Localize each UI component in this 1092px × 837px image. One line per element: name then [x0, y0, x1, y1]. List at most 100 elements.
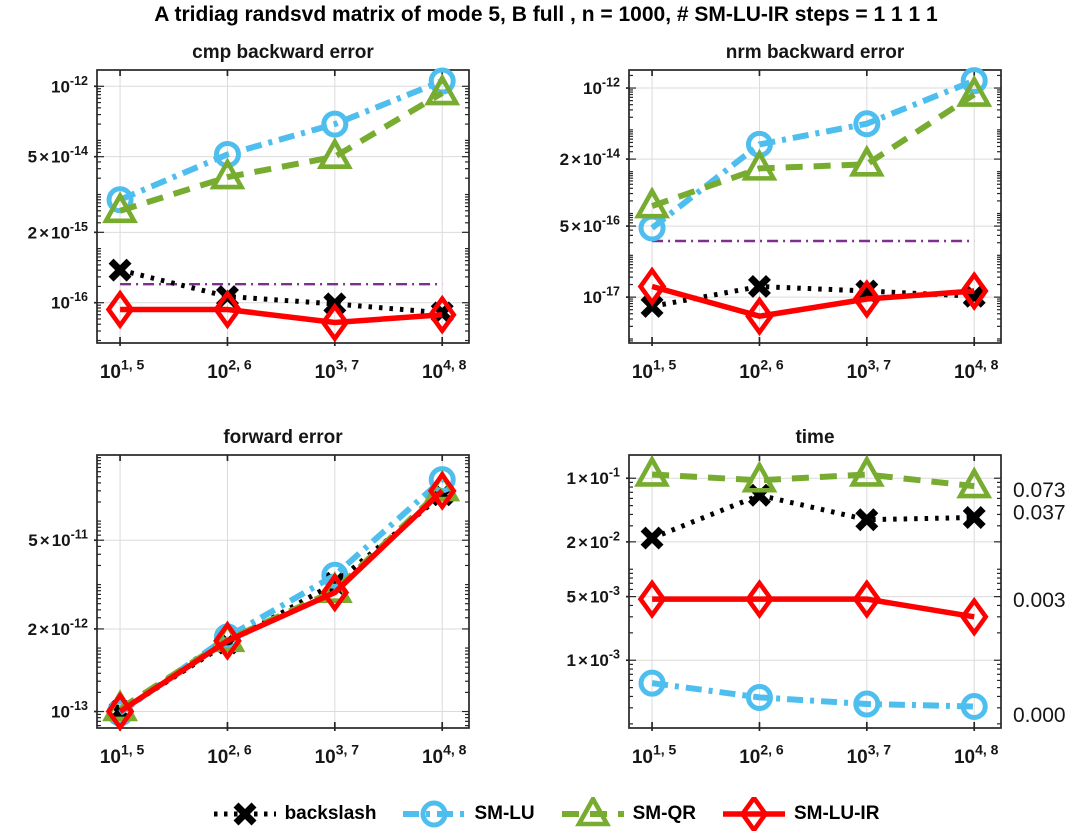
marker-circle-sm-lu: [960, 67, 988, 95]
x-tick-label: 103, 7: [847, 357, 892, 384]
series-sm-lu: [106, 67, 456, 214]
subplot-time: time 1 × 10-1 2 × 10-2 5 × 10-3 1 × 10-3 101, 5 102, 6…: [567, 427, 1066, 768]
marker-x-backslash: [747, 274, 771, 298]
series-line-sm-lu: [650, 77, 976, 231]
y-tick-label: 10-17: [583, 285, 620, 308]
marker-circle-sm-lu: [106, 186, 134, 214]
marker-triangle-sm-qr: [741, 460, 778, 493]
y-tick-label: 5 × 10-11: [28, 528, 88, 551]
series-line-sm-qr: [118, 486, 445, 712]
legend-item-sm-lu: SM-LU: [402, 797, 535, 831]
marker-circle-sm-lu: [960, 693, 988, 721]
series-sm-lu-ir: [637, 266, 989, 337]
marker-diamond-sm-lu-ir: [427, 294, 457, 335]
x-tick-label: 104, 8: [422, 742, 467, 769]
marker-triangle-sm-qr: [956, 466, 993, 499]
marker-circle-sm-lu: [853, 110, 881, 138]
legend-label: SM-LU-IR: [793, 803, 880, 824]
legend-item-sm-lu-ir: SM-LU-IR: [722, 797, 879, 831]
legend-marker-x-icon: [233, 802, 257, 826]
marker-diamond-sm-lu-ir: [105, 289, 135, 330]
marker-triangle-sm-qr: [424, 73, 461, 106]
legend: backslash SM-LU SM-QR SM-LU-IR: [0, 792, 1092, 836]
marker-diamond-sm-lu-ir: [745, 296, 774, 337]
time-annotation-sm-lu-ir: 0.003: [1013, 589, 1066, 612]
marker-circle-sm-lu: [428, 67, 456, 95]
x-tick-label: 103, 7: [315, 742, 360, 769]
grid: [629, 455, 1001, 728]
series-backslash: [640, 483, 986, 550]
series-line-sm-lu-ir: [651, 283, 975, 320]
y-tick-label: 5 × 10-16: [560, 214, 620, 237]
x-tick-label: 103, 7: [315, 357, 360, 384]
marker-triangle-sm-qr: [316, 136, 353, 169]
marker-x-backslash: [640, 294, 664, 318]
x-tick-label: 104, 8: [954, 742, 999, 769]
marker-triangle-sm-qr: [102, 191, 138, 224]
y-tick-label: 1 × 10-3: [567, 648, 620, 671]
marker-diamond-sm-lu-ir: [959, 596, 989, 637]
figure-title: A tridiag randsvd matrix of mode 5, B fu…: [154, 3, 938, 26]
series-sm-lu-ir: [637, 579, 989, 637]
subplot-cmp-backward-error: cmp backward error 10-12 5 × 10-14 2 × 10-15 10-…: [28, 42, 470, 384]
y-tick-label: 2 × 10-2: [567, 529, 620, 552]
marker-diamond-sm-lu-ir: [637, 579, 667, 620]
series-sm-qr: [102, 73, 461, 224]
marker-triangle-sm-qr: [741, 148, 778, 181]
legend-marker-diamond-icon: [739, 797, 769, 831]
legend-sample-sm-lu-ir: [722, 797, 785, 831]
series-line-sm-qr: [119, 90, 444, 214]
y-tick-label: 1 × 10-1: [567, 466, 620, 489]
series-sm-qr: [634, 454, 993, 499]
marker-circle-sm-lu: [321, 110, 349, 138]
tick-marks: [626, 455, 1001, 731]
marker-circle-sm-lu: [638, 669, 666, 697]
marker-diamond-sm-lu-ir: [852, 279, 882, 319]
x-tick-label: 102, 6: [207, 357, 252, 384]
y-tick-label: 2 × 10-12: [28, 616, 88, 639]
time-annotation-sm-lu: 0.000: [1013, 704, 1066, 727]
series-sm-lu: [638, 67, 988, 242]
x-tick-label: 102, 6: [739, 357, 784, 384]
y-tick-label: 2 × 10-15: [28, 220, 88, 243]
y-tick-label: 2 × 10-14: [560, 147, 620, 170]
series-line-sm-lu: [118, 78, 444, 203]
x-tick-label: 104, 8: [954, 357, 999, 384]
plots-svg: cmp backward error 10-12 5 × 10-14 2 × 10-15 10-…: [28, 42, 1066, 769]
marker-x-backslash: [640, 526, 664, 550]
series-line-sm-qr: [651, 91, 976, 209]
marker-circle-sm-lu: [853, 690, 881, 718]
subplot-title: forward error: [223, 427, 343, 448]
grid: [97, 455, 469, 728]
series-sm-lu-ir: [105, 470, 457, 732]
subplot-title: cmp backward error: [192, 42, 374, 63]
axes-box: [628, 454, 1002, 729]
marker-diamond-sm-lu-ir: [320, 302, 350, 343]
series-sm-lu-ir: [105, 289, 457, 343]
x-tick-label: 103, 7: [847, 742, 892, 769]
series-line-sm-qr: [651, 471, 975, 490]
marker-circle-sm-lu: [745, 683, 773, 711]
marker-x-backslash: [962, 506, 986, 529]
marker-diamond-sm-lu-ir: [213, 620, 242, 661]
legend-sample-backslash: [213, 802, 276, 826]
legend-marker-triangle-icon: [574, 797, 611, 827]
legend-item-backslash: backslash: [213, 797, 376, 831]
x-tick-label: 101, 5: [100, 742, 145, 769]
marker-diamond-sm-lu-ir: [427, 470, 457, 511]
marker-diamond-sm-lu-ir: [213, 289, 242, 330]
y-tick-label: 10-12: [583, 76, 620, 99]
y-tick-label: 10-12: [51, 74, 88, 97]
legend-label: SM-LU: [474, 803, 535, 824]
subplot-nrm-backward-error: nrm backward error 10-12 2 × 10-14 5 × 10-16 10-…: [560, 42, 1002, 384]
x-tick-label: 102, 6: [207, 742, 252, 769]
x-tick-label: 102, 6: [739, 742, 784, 769]
x-tick-label: 101, 5: [100, 357, 145, 384]
marker-triangle-sm-qr: [956, 74, 993, 107]
legend-item-sm-qr: SM-QR: [561, 797, 696, 831]
time-annotation-backslash: 0.037: [1013, 502, 1066, 525]
x-tick-label: 101, 5: [632, 742, 677, 769]
marker-triangle-sm-qr: [848, 144, 885, 177]
marker-diamond-sm-lu-ir: [320, 572, 350, 613]
legend-sample-sm-lu: [403, 800, 466, 828]
